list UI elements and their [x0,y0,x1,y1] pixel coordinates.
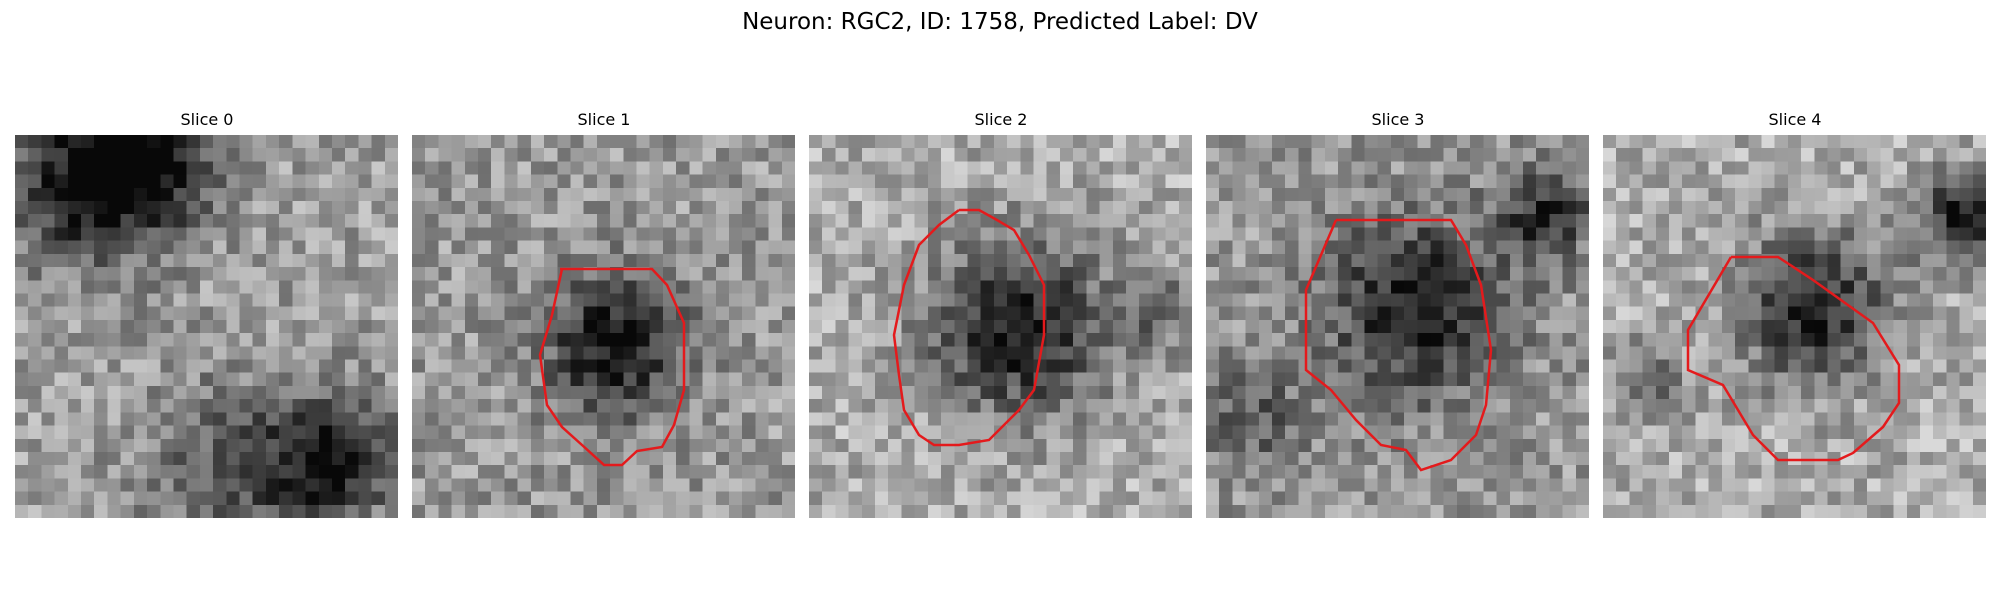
slice-title-2: Slice 2 [974,110,1028,129]
slice-image-2 [809,135,1192,518]
slice-title-4: Slice 4 [1768,110,1822,129]
slice-image-1 [412,135,795,518]
figure-title: Neuron: RGC2, ID: 1758, Predicted Label:… [742,9,1258,35]
slice-title-1: Slice 1 [577,110,631,129]
slice-image-0 [15,135,398,518]
slice-panel-2: Slice 2 [809,110,1193,518]
slice-panel-4: Slice 4 [1603,110,1987,518]
segmentation-contour-2 [892,208,1046,447]
slice-title-0: Slice 0 [180,110,234,129]
slice-title-3: Slice 3 [1371,110,1425,129]
segmentation-contour-1 [538,267,686,467]
slice-panel-3: Slice 3 [1206,110,1590,518]
segmentation-contour-4 [1686,255,1901,462]
slice-panel-1: Slice 1 [412,110,796,518]
slice-image-4 [1603,135,1986,518]
segmentation-contour-3 [1304,218,1493,472]
slice-image-3 [1206,135,1589,518]
slice-panel-0: Slice 0 [15,110,399,518]
